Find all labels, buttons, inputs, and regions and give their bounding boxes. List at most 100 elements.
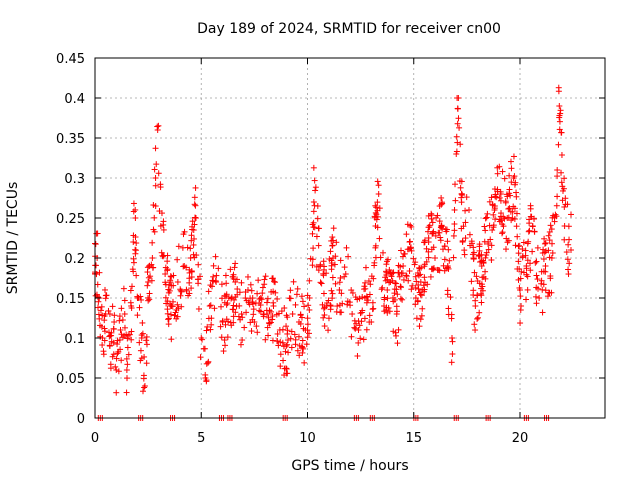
data-point bbox=[453, 148, 460, 155]
data-point bbox=[373, 216, 380, 223]
data-point bbox=[472, 327, 479, 334]
y-tick-label: 0.2 bbox=[64, 252, 85, 267]
data-point bbox=[393, 286, 400, 293]
data-point bbox=[153, 161, 160, 168]
data-point bbox=[111, 312, 118, 319]
data-point bbox=[110, 326, 117, 333]
data-point bbox=[157, 181, 164, 188]
plot-frame bbox=[94, 57, 606, 419]
data-point bbox=[492, 191, 499, 198]
data-point bbox=[560, 185, 567, 192]
data-point bbox=[218, 334, 225, 341]
data-point bbox=[128, 328, 135, 335]
data-point bbox=[375, 191, 382, 197]
data-point bbox=[488, 194, 495, 201]
data-point bbox=[479, 287, 486, 294]
data-point bbox=[311, 177, 318, 184]
data-point bbox=[95, 304, 102, 311]
data-point bbox=[444, 238, 451, 245]
data-point bbox=[405, 277, 412, 284]
data-point bbox=[162, 264, 169, 271]
data-point bbox=[310, 199, 317, 205]
data-point bbox=[520, 269, 527, 276]
data-point bbox=[428, 215, 435, 222]
data-point bbox=[310, 164, 317, 171]
data-point bbox=[227, 319, 234, 326]
data-point bbox=[533, 300, 540, 307]
y-axis-label: SRMTID / TECUs bbox=[5, 182, 21, 295]
data-point bbox=[458, 190, 465, 197]
data-point bbox=[447, 294, 454, 301]
data-point bbox=[444, 287, 451, 294]
data-point bbox=[555, 141, 562, 148]
x-axis-label: GPS time / hours bbox=[291, 458, 408, 474]
data-point bbox=[383, 261, 390, 268]
data-point bbox=[382, 277, 389, 284]
data-point bbox=[244, 273, 251, 280]
data-point bbox=[102, 311, 109, 317]
data-point bbox=[94, 281, 101, 288]
data-point bbox=[224, 300, 231, 307]
data-point bbox=[250, 311, 257, 318]
data-point bbox=[317, 279, 324, 286]
data-point bbox=[494, 170, 501, 177]
data-point bbox=[164, 310, 171, 317]
data-point bbox=[566, 260, 573, 267]
data-point bbox=[369, 299, 376, 306]
data-point bbox=[301, 359, 308, 366]
data-point bbox=[236, 302, 243, 309]
data-point bbox=[256, 296, 263, 303]
data-point bbox=[145, 279, 152, 285]
data-point bbox=[420, 282, 427, 289]
data-point bbox=[224, 334, 231, 341]
data-point bbox=[264, 311, 271, 317]
data-point bbox=[458, 194, 465, 201]
data-point bbox=[136, 339, 143, 346]
data-point bbox=[412, 295, 419, 301]
data-point bbox=[192, 215, 199, 221]
data-point bbox=[274, 330, 281, 337]
data-point bbox=[452, 197, 459, 204]
data-point bbox=[410, 255, 417, 262]
data-point bbox=[501, 175, 508, 182]
data-point bbox=[472, 303, 479, 309]
data-point bbox=[547, 275, 554, 282]
data-point bbox=[162, 294, 169, 301]
data-point bbox=[205, 359, 212, 366]
data-point bbox=[128, 336, 135, 343]
data-point bbox=[310, 245, 317, 252]
data-point bbox=[113, 389, 120, 396]
data-point bbox=[165, 316, 172, 323]
data-point bbox=[309, 230, 316, 237]
data-point bbox=[517, 287, 523, 293]
data-point bbox=[235, 313, 242, 320]
data-point bbox=[158, 210, 165, 217]
data-point bbox=[118, 305, 125, 312]
data-point bbox=[181, 263, 188, 269]
data-point bbox=[436, 218, 443, 225]
y-tick-label: 0.1 bbox=[64, 332, 85, 347]
data-point bbox=[397, 295, 404, 302]
data-point bbox=[318, 280, 325, 287]
data-point bbox=[121, 297, 128, 304]
data-point bbox=[390, 294, 397, 301]
data-point bbox=[227, 266, 234, 273]
data-point bbox=[132, 215, 139, 221]
data-point bbox=[132, 247, 139, 254]
data-point bbox=[190, 241, 197, 248]
data-point bbox=[191, 201, 198, 208]
data-point bbox=[463, 194, 470, 201]
data-point bbox=[519, 254, 526, 261]
data-point bbox=[534, 276, 541, 283]
data-point bbox=[378, 286, 385, 293]
data-point bbox=[421, 274, 428, 281]
data-point bbox=[497, 191, 504, 197]
data-point bbox=[178, 303, 185, 310]
data-point bbox=[412, 301, 419, 308]
data-point bbox=[166, 287, 173, 294]
data-point bbox=[490, 211, 497, 218]
data-point bbox=[432, 255, 438, 261]
data-point bbox=[474, 277, 481, 284]
data-point bbox=[529, 223, 536, 229]
data-point bbox=[453, 133, 460, 140]
